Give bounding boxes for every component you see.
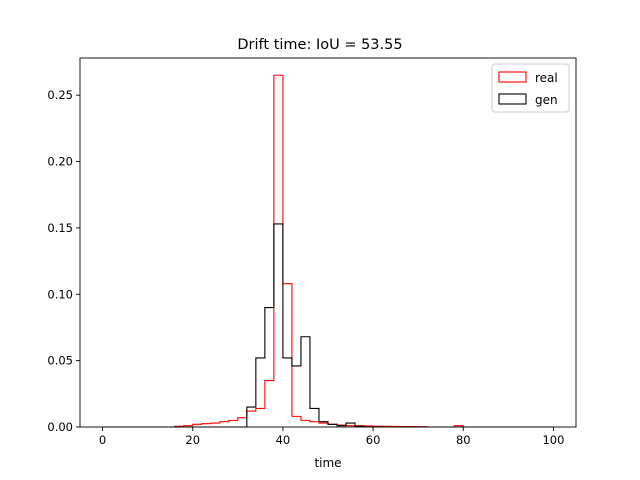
x-tick-label: 80 xyxy=(456,433,471,447)
x-tick-label: 40 xyxy=(276,433,291,447)
legend-swatch-gen xyxy=(498,93,527,105)
series-layer xyxy=(102,74,554,428)
y-tick-label: 0.05 xyxy=(47,354,73,368)
chart-title: Drift time: IoU = 53.55 xyxy=(237,37,402,53)
legend-label-real: real xyxy=(535,71,558,85)
legend: real gen xyxy=(491,63,570,113)
plot-frame xyxy=(79,57,577,428)
legend-label-gen: gen xyxy=(535,93,558,107)
legend-box xyxy=(491,63,570,113)
x-tick-label: 100 xyxy=(542,433,564,447)
y-tick-label: 0.00 xyxy=(47,420,73,434)
axes: 0 20 40 60 80 100 0.00 0.05 0.10 0.15 0.20 0.25 xyxy=(47,57,577,447)
y-tick-label: 0.20 xyxy=(47,155,73,169)
series-gen-histogram xyxy=(102,223,554,428)
y-tick-label: 0.10 xyxy=(47,287,73,301)
series-real-histogram xyxy=(102,74,554,428)
x-tick-label: 0 xyxy=(99,433,106,447)
legend-swatch-real xyxy=(498,71,527,83)
x-tick-label: 60 xyxy=(366,433,381,447)
y-tick-label: 0.25 xyxy=(47,88,73,102)
x-axis-label: time xyxy=(314,456,341,470)
x-tick-label: 20 xyxy=(185,433,200,447)
y-tick-label: 0.15 xyxy=(47,221,73,235)
